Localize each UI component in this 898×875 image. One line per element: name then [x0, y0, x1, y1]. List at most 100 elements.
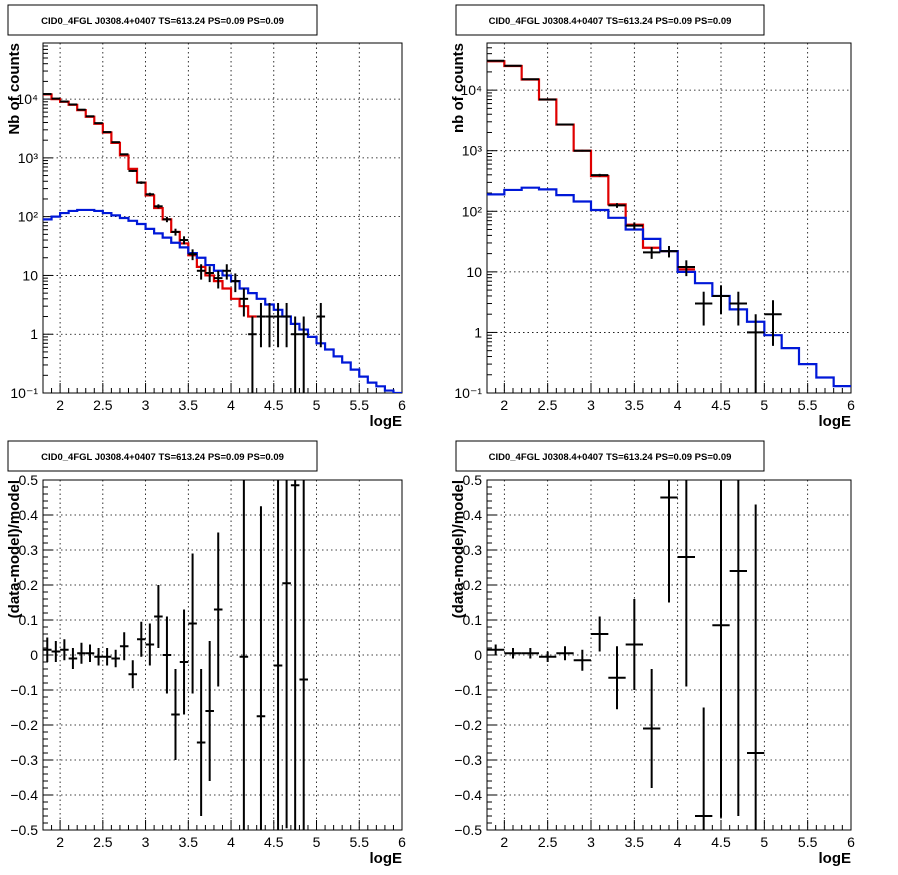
- data-point: [111, 649, 120, 668]
- chart-panel-3: 2 2.5 3 3.5 4 4.5 5 5.5 6 −0.5 −0.4 −0.3 −0.2 −0.1 0 0.…: [6, 440, 406, 867]
- x-tick-label: 6: [847, 397, 855, 413]
- y-tick-label: 10³: [462, 143, 483, 159]
- x-tick-label: 2.5: [93, 834, 113, 850]
- y-tick-label: −0.2: [10, 717, 38, 733]
- y-tick-label: 0.3: [463, 542, 483, 558]
- x-axis-title: logE: [370, 413, 403, 430]
- y-axis-title: (data-model)/model: [6, 480, 23, 618]
- y-axis-title: (data-model)/model: [450, 480, 467, 618]
- plot-area: [43, 93, 402, 393]
- data-point: [128, 169, 138, 172]
- x-tick-label: 3.5: [625, 397, 645, 413]
- data-point: [94, 648, 103, 666]
- data-point: [764, 300, 782, 346]
- y-tick-label: 0.5: [463, 472, 483, 488]
- data-point: [660, 480, 678, 603]
- chart-panel-1: 2 2.5 3 3.5 4 4.5 5 5.5 6 10⁻¹ 1 10 10² 10³ 10⁴ logE Nb …: [6, 4, 406, 430]
- y-tick-label: 10²: [462, 203, 483, 219]
- x-axis-title: logE: [819, 413, 852, 430]
- y-tick-label: 0.1: [19, 612, 39, 628]
- data-point: [171, 228, 180, 236]
- y-tick-label: 1: [30, 326, 38, 342]
- y-tick-label: 0.2: [19, 577, 39, 593]
- y-tick-label: 0: [474, 647, 482, 663]
- plot-frame: [42, 479, 403, 831]
- data-point: [299, 480, 308, 830]
- data-point: [222, 264, 232, 280]
- data-point: [128, 660, 138, 689]
- data-point: [213, 270, 223, 289]
- data-point: [154, 585, 163, 648]
- data-point: [162, 616, 172, 694]
- data-point: [239, 480, 249, 830]
- y-tick-label: −0.2: [454, 717, 482, 733]
- title-box: [7, 4, 318, 36]
- x-tick-label: 4: [674, 834, 682, 850]
- y-tick-label: −0.3: [10, 752, 38, 768]
- y-tick-label: 10⁴: [460, 82, 482, 98]
- x-tick-label: 5.5: [350, 834, 370, 850]
- source-model-line: [487, 186, 851, 388]
- data-point: [77, 108, 86, 111]
- data-point: [213, 532, 223, 687]
- data-point: [729, 291, 747, 326]
- y-tick-label: 10³: [18, 150, 39, 166]
- data-point: [43, 637, 52, 662]
- data-point: [239, 288, 249, 317]
- y-tick-label: −0.4: [454, 787, 482, 803]
- axis-ticks: [486, 479, 852, 831]
- data-point: [712, 285, 730, 315]
- data-point: [747, 314, 765, 393]
- x-tick-label: 3.5: [179, 834, 199, 850]
- y-tick-label: 10⁻¹: [10, 385, 38, 401]
- data-point: [179, 609, 189, 715]
- x-tick-label: 4: [674, 397, 682, 413]
- x-tick-label: 5: [313, 834, 321, 850]
- data-point: [539, 651, 557, 662]
- grid: [43, 480, 402, 830]
- data-point: [573, 149, 591, 152]
- data-point: [591, 616, 609, 652]
- x-tick-label: 3: [587, 834, 595, 850]
- total-model-line: [43, 93, 257, 318]
- data-point: [231, 273, 240, 293]
- chart-panel-4: 2 2.5 3 3.5 4 4.5 5 5.5 6 −0.5 −0.4 −0.3 −0.2 −0.1 0 0.…: [450, 440, 855, 867]
- axis-ticks: [42, 479, 403, 831]
- x-tick-label: 4: [227, 397, 235, 413]
- y-tick-label: 0.2: [463, 577, 483, 593]
- data-point: [729, 480, 747, 816]
- y-tick-label: 1: [474, 324, 482, 340]
- data-point: [591, 173, 609, 177]
- x-tick-label: 5: [760, 834, 768, 850]
- source-model-line: [43, 208, 402, 393]
- x-tick-label: 5: [760, 397, 768, 413]
- data-point: [573, 649, 591, 671]
- chart-title: CID0_4FGL J0308.4+0407 TS=613.24 PS=0.09…: [489, 16, 732, 27]
- y-tick-label: −0.5: [454, 822, 482, 838]
- data-point: [695, 707, 713, 830]
- data-point: [51, 97, 61, 100]
- data-point: [273, 480, 283, 830]
- data-point: [94, 122, 103, 125]
- data-point: [154, 204, 163, 209]
- data-point: [712, 480, 730, 818]
- x-tick-label: 4.5: [711, 397, 731, 413]
- data-point: [608, 203, 626, 208]
- y-tick-label: 10⁻¹: [454, 385, 482, 401]
- data-point: [102, 648, 112, 666]
- data-point: [256, 302, 266, 348]
- data-point: [205, 266, 214, 283]
- data-point: [60, 639, 69, 661]
- data-point: [196, 264, 206, 280]
- y-tick-label: 0.4: [463, 507, 483, 523]
- data-point: [68, 648, 78, 669]
- data-point: [556, 646, 574, 661]
- title-box: [7, 440, 318, 472]
- data-point: [539, 98, 557, 101]
- data-point: [119, 153, 129, 156]
- chart-panel-2: 2 2.5 3 3.5 4 4.5 5 5.5 6 10⁻¹ 1 10 10² 10³ 10⁴ logE nb …: [450, 4, 855, 430]
- total-model-line: [487, 60, 695, 271]
- axis-ticks: [42, 42, 403, 394]
- x-tick-label: 2: [500, 397, 508, 413]
- data-point: [487, 644, 505, 655]
